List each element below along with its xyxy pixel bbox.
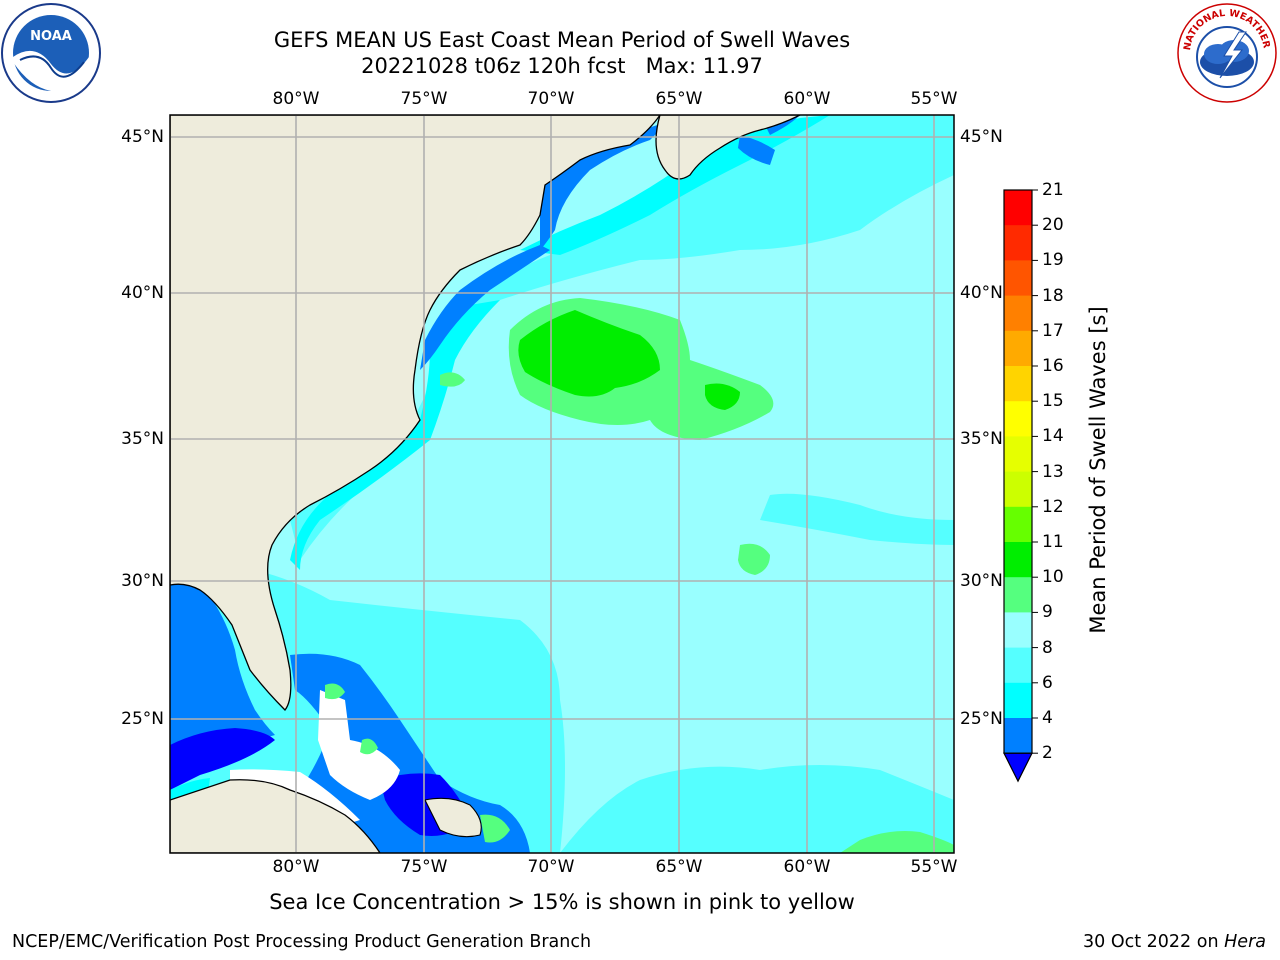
colorbar-tick-label: 12 <box>1042 496 1064 517</box>
colorbar-band <box>1004 577 1032 613</box>
colorbar-band <box>1004 366 1032 402</box>
land-nova-scotia <box>655 115 801 180</box>
colorbar-band <box>1004 436 1032 473</box>
colorbar-band <box>1004 225 1032 261</box>
map-gridlines <box>170 115 954 853</box>
lat-tick-label: 40°N <box>121 283 164 303</box>
gulf-deep <box>170 728 275 790</box>
ocean-cyan-east <box>760 493 954 545</box>
colorbar-band <box>1004 295 1032 332</box>
colorbar-band <box>1004 506 1032 543</box>
colorbar-tick-label: 9 <box>1042 602 1053 623</box>
ocean-bright-coastal <box>290 300 500 570</box>
colorbar-tick-label: 14 <box>1042 426 1064 447</box>
colorbar-title: Mean Period of Swell Waves [s] <box>1086 306 1110 634</box>
colorbar-tick-label: 16 <box>1042 356 1064 376</box>
lat-tick-label: 45°N <box>960 127 1003 147</box>
colorbar-tick-label: 15 <box>1042 391 1064 412</box>
colorbar-band <box>1004 471 1032 508</box>
colorbar-band <box>1004 647 1032 684</box>
no-data-bahamas <box>318 690 400 800</box>
colorbar-tick-label: 8 <box>1042 637 1053 658</box>
lon-tick-label: 60°W <box>783 89 831 109</box>
lon-tick-label: 75°W <box>400 89 448 109</box>
colorbar-band <box>1004 718 1032 754</box>
lon-tick-label: 65°W <box>655 857 703 877</box>
lat-tick-label: 30°N <box>960 571 1003 591</box>
colorbar-tick-label: 19 <box>1042 250 1064 271</box>
gulf-shelf <box>170 583 275 770</box>
lon-tick-label: 80°W <box>272 89 320 109</box>
map-field <box>170 115 954 853</box>
colorbar-band <box>1004 260 1032 297</box>
colorbar-tick-label: 18 <box>1042 285 1064 306</box>
lon-tick-label: 70°W <box>527 89 575 109</box>
noaa-logo-text: NOAA <box>30 29 72 44</box>
colorbar-band <box>1004 682 1032 719</box>
land-cuba <box>170 779 381 853</box>
colorbar-tick-label: 2 <box>1042 743 1053 764</box>
caribbean-shelf <box>290 653 530 853</box>
lat-tick-label: 35°N <box>121 429 164 449</box>
ocean-cyan-southeast <box>560 765 954 853</box>
colorbar-tick-label: 13 <box>1042 461 1064 482</box>
sea-ice-note: Sea Ice Concentration > 15% is shown in … <box>269 890 855 914</box>
footer-credit: NCEP/EMC/Verification Post Processing Pr… <box>12 932 592 952</box>
colorbar-tick-label: 11 <box>1042 532 1064 552</box>
colorbar-tick-label: 4 <box>1042 708 1053 728</box>
lon-tick-label: 60°W <box>783 857 831 877</box>
colorbar-band <box>1004 190 1032 226</box>
lon-tick-label: 55°W <box>910 857 958 877</box>
land-us-east-coast <box>170 115 661 711</box>
colorbar-band <box>1004 401 1032 437</box>
lat-tick-label: 35°N <box>960 429 1003 449</box>
footer-date-text: 30 Oct 2022 on <box>1083 932 1219 952</box>
noaa-logo-icon: NOAA <box>1 3 101 103</box>
lat-tick-label: 25°N <box>960 709 1003 729</box>
lat-tick-label: 25°N <box>121 709 164 729</box>
chart-title: GEFS MEAN US East Coast Mean Period of S… <box>273 28 851 52</box>
colorbar-band <box>1004 612 1032 649</box>
lat-tick-label: 40°N <box>960 283 1003 303</box>
colorbar-tick-label: 10 <box>1042 567 1064 588</box>
ocean-cyan-coastal <box>290 115 954 560</box>
footer-host: Hera <box>1224 932 1266 952</box>
lat-tick-label: 30°N <box>121 571 164 591</box>
lon-tick-label: 75°W <box>400 857 448 877</box>
lon-tick-label: 65°W <box>655 89 703 109</box>
colorbar-tick-label: 21 <box>1042 180 1064 200</box>
chart-subtitle: 20221028 t06z 120h fcst Max: 11.97 <box>361 54 763 78</box>
lon-tick-label: 55°W <box>910 89 958 109</box>
colorbar-extend-arrow <box>1003 752 1033 783</box>
colorbar-tick-label: 20 <box>1042 215 1064 236</box>
lon-tick-label: 70°W <box>527 857 575 877</box>
lon-tick-label: 80°W <box>272 857 320 877</box>
map-border <box>169 114 955 854</box>
land-hispaniola <box>424 797 482 838</box>
colorbar <box>1003 189 1038 783</box>
ocean-deep-shelf <box>420 245 550 370</box>
colorbar-tick-label: 17 <box>1042 320 1064 341</box>
lat-tick-label: 45°N <box>121 127 164 147</box>
colorbar-band <box>1004 330 1032 367</box>
footer-date: 30 Oct 2022 on Hera <box>1083 932 1266 952</box>
colorbar-tick-label: 6 <box>1042 672 1053 693</box>
colorbar-band <box>1004 542 1032 578</box>
nws-logo-icon: NATIONAL WEATHER SERVICE <box>1176 2 1277 103</box>
